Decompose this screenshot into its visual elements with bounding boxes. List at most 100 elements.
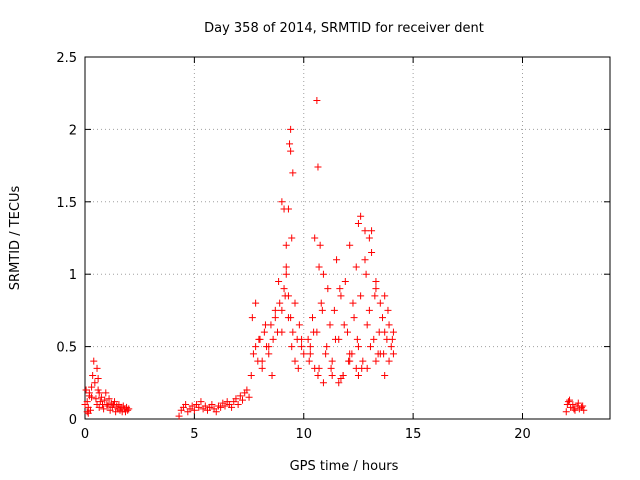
data-point (248, 314, 256, 322)
data-point (255, 335, 263, 343)
data-point (353, 335, 361, 343)
data-point (376, 350, 384, 358)
data-point (309, 314, 316, 322)
data-point (232, 395, 240, 403)
data-point (108, 403, 116, 411)
data-point (314, 372, 322, 380)
data-point (324, 285, 332, 293)
data-point (350, 314, 358, 322)
data-point (261, 321, 269, 329)
data-point (197, 398, 205, 406)
data-point (370, 335, 378, 343)
data-point (362, 270, 370, 278)
data-point (90, 357, 98, 365)
data-point (333, 256, 341, 264)
data-point (88, 383, 96, 391)
data-point (93, 364, 101, 372)
data-point (372, 357, 380, 365)
data-point (228, 403, 236, 411)
data-point (289, 328, 297, 336)
data-point (340, 321, 348, 329)
data-point (372, 285, 380, 293)
data-point (247, 372, 255, 380)
data-point (295, 321, 303, 329)
data-point (376, 299, 384, 307)
data-point (236, 392, 244, 400)
data-point (346, 241, 354, 249)
data-point (288, 234, 296, 242)
data-point (349, 299, 357, 307)
data-point (103, 401, 111, 409)
data-point (288, 343, 296, 351)
data-point (346, 357, 354, 365)
data-point (260, 328, 268, 336)
data-point (323, 343, 331, 351)
data-point (252, 343, 260, 351)
data-point (335, 379, 343, 387)
data-point (100, 405, 108, 413)
data-point (326, 321, 334, 329)
data-point (258, 357, 266, 365)
data-point (315, 263, 323, 271)
data-point (336, 285, 344, 293)
data-point (570, 405, 578, 413)
data-point (252, 299, 260, 307)
y-tick-label: 0 (69, 413, 77, 428)
data-point (82, 386, 90, 394)
x-tick-label: 0 (81, 427, 89, 442)
data-point (387, 343, 395, 351)
data-point (566, 396, 574, 404)
data-point (328, 372, 336, 380)
data-point (354, 372, 362, 380)
data-point (319, 270, 327, 278)
data-point (245, 393, 253, 401)
data-point (271, 306, 279, 314)
data-point (359, 357, 367, 365)
data-point (385, 321, 393, 329)
data-point (102, 389, 110, 397)
data-point (269, 335, 277, 343)
data-point (265, 343, 273, 351)
data-point (381, 372, 389, 380)
data-point (291, 299, 299, 307)
data-point (258, 364, 266, 372)
data-point (111, 398, 119, 406)
x-tick-label: 10 (295, 427, 312, 442)
data-point (306, 343, 314, 351)
data-point (579, 402, 587, 410)
data-point (282, 263, 290, 271)
data-point (124, 406, 132, 414)
data-point (125, 405, 133, 413)
axis-ticks: 0 5 10 15 20 0 0.5 1 1.5 2 2.5 (56, 51, 610, 442)
data-point (188, 402, 196, 410)
data-point (368, 227, 376, 235)
data-point (89, 372, 97, 380)
data-point (310, 328, 318, 336)
data-point (346, 350, 354, 358)
data-point (368, 248, 376, 256)
data-point (365, 234, 373, 242)
data-point (280, 285, 288, 293)
data-point (319, 379, 327, 387)
data-point (571, 406, 579, 414)
data-point (375, 328, 383, 336)
data-point (243, 386, 251, 394)
data-point (85, 392, 93, 400)
data-point (357, 292, 365, 300)
data-point (389, 328, 397, 336)
data-point (381, 292, 389, 300)
data-point (182, 401, 190, 409)
data-point (298, 335, 306, 343)
data-point (101, 396, 109, 404)
data-point (94, 386, 102, 394)
data-point (317, 299, 325, 307)
data-point (357, 212, 365, 220)
data-point (365, 306, 373, 314)
data-point (105, 395, 113, 403)
data-point (366, 343, 374, 351)
data-point (212, 408, 220, 416)
data-point (239, 396, 246, 404)
data-point (305, 357, 313, 365)
data-point (284, 314, 292, 322)
data-point (352, 263, 360, 271)
